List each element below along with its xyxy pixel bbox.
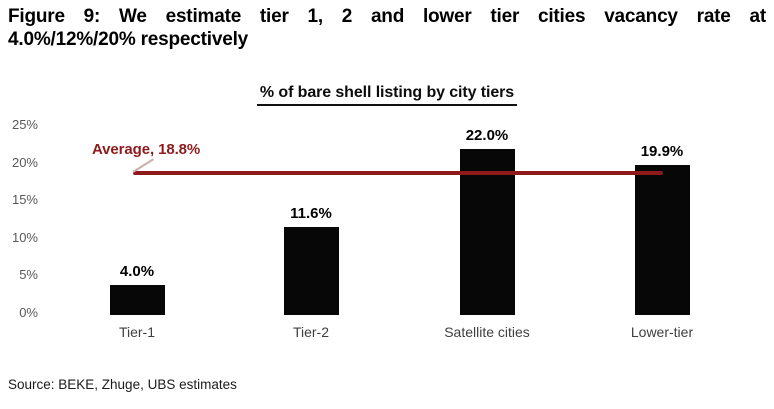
source-note: Source: BEKE, Zhuge, UBS estimates — [8, 377, 237, 392]
figure-title-line-1: Figure 9: We estimate tier 1, 2 and lowe… — [8, 6, 766, 27]
category-label: Satellite cities — [444, 324, 530, 340]
chart-title-wrap: % of bare shell listing by city tiers — [0, 84, 774, 106]
average-line — [133, 171, 663, 176]
y-tick-label: 5% — [19, 267, 38, 283]
bar-value-label: 11.6% — [290, 205, 332, 223]
bar — [109, 284, 165, 315]
category-label: Lower-tier — [630, 324, 694, 340]
bar-value-label: 4.0% — [119, 262, 155, 280]
figure-title: Figure 9: We estimate tier 1, 2 and lowe… — [8, 5, 766, 51]
average-label: Average, 18.8% — [92, 141, 201, 158]
y-tick-label: 15% — [11, 192, 38, 208]
y-tick-label: 10% — [11, 229, 38, 245]
bar — [459, 148, 515, 315]
y-tick-label: 25% — [11, 117, 38, 132]
bar — [634, 164, 690, 315]
y-tick-label: 20% — [11, 154, 38, 170]
figure-title-line-2: 4.0%/12%/20% respectively — [8, 29, 249, 50]
y-tick-label: 0% — [19, 305, 38, 320]
bar-value-label: 22.0% — [465, 126, 509, 144]
bar — [283, 227, 339, 315]
category-label: Tier-1 — [118, 324, 156, 340]
bar-value-label: 19.9% — [640, 142, 684, 160]
category-label: Tier-2 — [292, 324, 330, 340]
chart-title: % of bare shell listing by city tiers — [256, 84, 518, 106]
